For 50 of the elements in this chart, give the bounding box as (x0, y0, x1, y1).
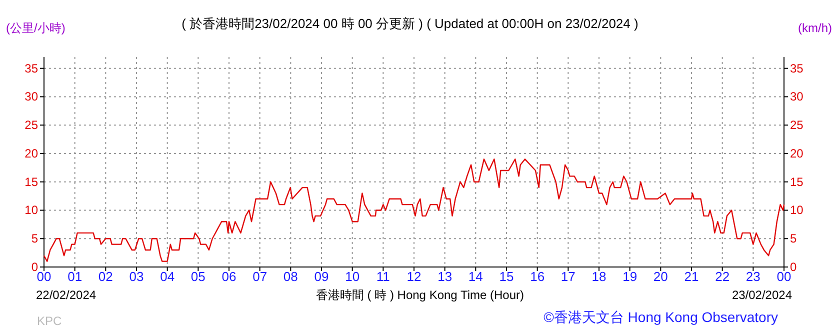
x-tick-label: 10 (345, 269, 360, 284)
y-tick-label: 20 (24, 146, 38, 160)
chart-title: ( 於香港時間23/02/2024 00 時 00 分更新 ) ( Updated at 00:00H on 23/02/2024 ) (182, 16, 638, 31)
text: 22/02/2024 (36, 288, 96, 302)
y-tick-label: 15 (24, 174, 38, 189)
x-tick-label: 00 (776, 269, 792, 284)
text: 23/02/2024 (732, 288, 792, 302)
x-tick-label: 20 (653, 269, 668, 284)
x-tick-label: 18 (592, 269, 606, 284)
x-tick-label: 08 (283, 269, 298, 284)
y2-tick-label: 25 (790, 118, 804, 132)
x-tick-label: 23 (746, 269, 760, 284)
y-tick-label: 10 (24, 203, 38, 218)
x-tick-label: 04 (160, 269, 175, 284)
y2-axis-title: (km/h) (798, 21, 832, 35)
y2-tick-label: 20 (790, 146, 804, 160)
y2-tick-label: 5 (790, 232, 797, 246)
text: KPC (37, 314, 62, 328)
y2-tick-label: 15 (790, 174, 804, 189)
x-tick-label: 00 (36, 269, 52, 284)
x-tick-label: 15 (499, 269, 514, 284)
x-tick-label: 05 (190, 269, 206, 284)
x-tick-label: 07 (252, 269, 268, 284)
line-series (43, 158, 785, 262)
y2-tick-label: 30 (790, 90, 804, 104)
y-tick-label: 5 (31, 232, 38, 246)
y-tick-label: 0 (31, 260, 38, 274)
y2-tick-label: 0 (790, 260, 797, 274)
text: ©香港天文台 Hong Kong Observatory (544, 309, 778, 325)
x-tick-label: 12 (406, 269, 422, 284)
x-axis-title: 香港時間 ( 時 ) Hong Kong Time (Hour) (316, 288, 524, 302)
x-tick-label: 03 (129, 269, 144, 284)
x-tick-label: 11 (376, 269, 390, 284)
x-tick-label: 06 (222, 269, 236, 284)
y-axis-title: (公里/小時) (6, 21, 66, 35)
y-tick-label: 35 (24, 61, 38, 76)
x-tick-label: 22 (715, 269, 730, 284)
y2-tick-label: 10 (790, 203, 804, 218)
x-tick-label: 02 (98, 269, 113, 284)
y-tick-label: 30 (24, 90, 38, 104)
x-tick-label: 16 (530, 269, 545, 284)
x-tick-label: 13 (438, 269, 452, 284)
x-tick-label: 21 (684, 269, 699, 284)
x-tick-label: 01 (68, 269, 82, 284)
y-tick-label: 25 (24, 118, 38, 132)
x-tick-label: 14 (468, 269, 483, 284)
x-tick-label: 19 (622, 269, 638, 284)
x-tick-label: 09 (314, 269, 329, 284)
x-tick-label: 17 (560, 269, 576, 284)
y2-tick-label: 35 (790, 61, 804, 76)
